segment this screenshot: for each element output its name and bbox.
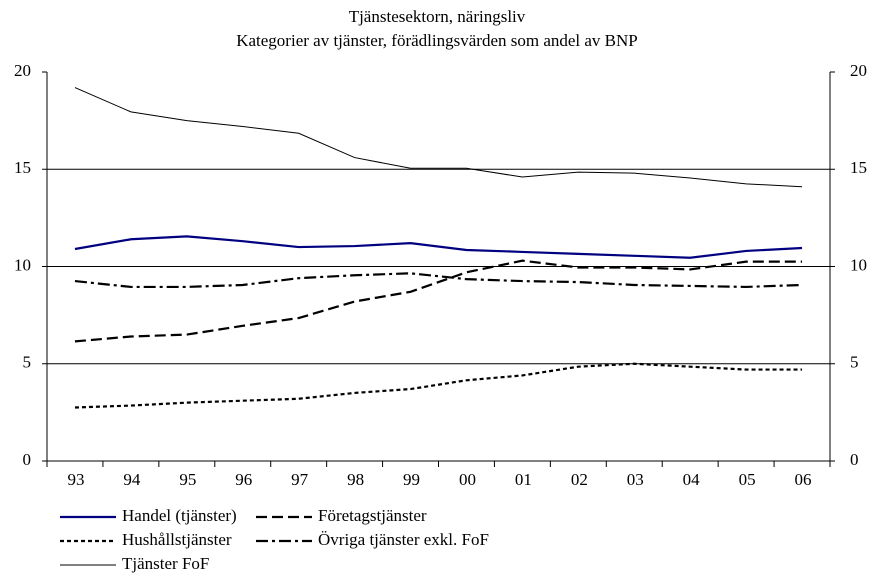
y-tick-label: 5 (23, 353, 32, 372)
y-tick-label: 20 (14, 61, 31, 80)
x-tick-label: 96 (235, 470, 252, 489)
x-tick-label: 04 (683, 470, 701, 489)
x-tick-label: 99 (403, 470, 420, 489)
x-tick-label: 02 (571, 470, 588, 489)
y2-tick-label: 20 (850, 61, 867, 80)
legend-label: Handel (tjänster) (122, 506, 237, 525)
series-line (74, 272, 803, 289)
x-tick-label: 93 (67, 470, 84, 489)
x-tick-label: 98 (347, 470, 364, 489)
legend-label: Övriga tjänster exkl. FoF (318, 530, 489, 549)
legend-label: Hushållstjänster (122, 530, 232, 549)
series-line (74, 362, 803, 409)
x-tick-label: 05 (739, 470, 756, 489)
chart-title: Tjänstesektorn, näringsliv (349, 7, 526, 26)
legend-label: Tjänster FoF (122, 554, 209, 573)
y2-tick-label: 5 (850, 353, 859, 372)
y2-tick-label: 10 (850, 255, 867, 274)
y-tick-label: 15 (14, 158, 31, 177)
x-tick-label: 01 (515, 470, 532, 489)
x-tick-label: 00 (459, 470, 476, 489)
y-tick-label: 10 (14, 255, 31, 274)
series-line (74, 259, 803, 343)
series-line (74, 87, 803, 188)
y2-tick-label: 0 (850, 450, 859, 469)
chart-subtitle: Kategorier av tjänster, förädlingsvärden… (236, 31, 638, 50)
x-tick-label: 03 (627, 470, 644, 489)
x-tick-label: 06 (795, 470, 812, 489)
x-tick-label: 95 (179, 470, 196, 489)
series-line (74, 235, 803, 259)
legend-label: Företagstjänster (318, 506, 427, 525)
y-tick-label: 0 (23, 450, 32, 469)
y2-tick-label: 15 (850, 158, 867, 177)
x-tick-label: 94 (123, 470, 141, 489)
x-tick-label: 97 (291, 470, 309, 489)
